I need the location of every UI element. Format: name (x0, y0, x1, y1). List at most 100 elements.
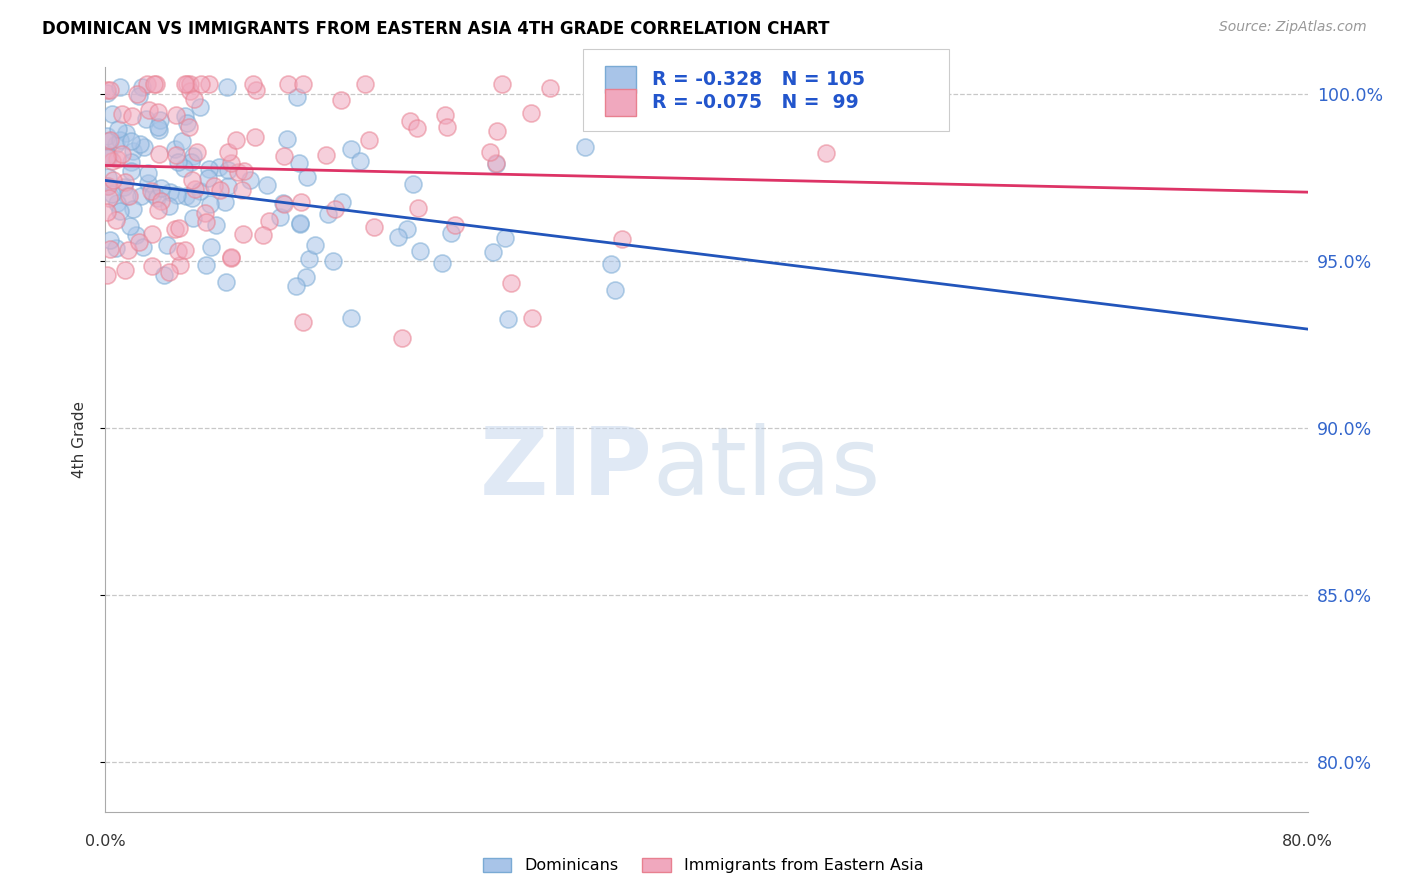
Point (610, 232, 633, 246)
Point (399, 114, 422, 128)
Point (285, 90, 308, 104)
Point (125, 87, 148, 101)
Point (142, 187, 165, 202)
Point (159, 185, 181, 199)
Point (186, 145, 208, 160)
Point (436, 120, 458, 135)
Point (520, 105, 543, 120)
Point (98, 191, 121, 205)
Point (494, 231, 516, 245)
Point (208, 161, 231, 175)
Point (231, 183, 253, 197)
Point (391, 331, 413, 345)
Point (194, 215, 217, 229)
Point (242, 77, 264, 91)
Point (128, 235, 150, 249)
Point (136, 176, 159, 190)
Text: 0.0%: 0.0% (86, 834, 125, 849)
Point (323, 202, 346, 216)
Point (259, 214, 281, 228)
Point (101, 173, 124, 187)
Point (273, 197, 295, 211)
Point (273, 148, 295, 162)
Point (443, 219, 465, 233)
Point (174, 189, 197, 203)
Point (239, 173, 262, 187)
Point (149, 112, 172, 127)
Point (118, 189, 141, 203)
Point (357, 133, 380, 147)
Point (107, 122, 129, 136)
Point (105, 241, 128, 255)
Point (491, 77, 513, 91)
Point (146, 203, 169, 218)
Point (496, 312, 519, 326)
Point (600, 257, 623, 271)
Point (485, 157, 508, 171)
Point (121, 109, 143, 123)
Point (432, 255, 454, 269)
Point (96, 151, 118, 165)
Point (149, 194, 172, 208)
Point (288, 216, 311, 230)
Y-axis label: 4th Grade: 4th Grade (72, 401, 87, 478)
Point (217, 145, 239, 160)
Point (135, 77, 157, 91)
Point (221, 251, 243, 265)
Point (163, 222, 186, 236)
Point (290, 217, 312, 231)
Point (233, 163, 256, 178)
Point (135, 112, 157, 126)
Point (179, 120, 201, 135)
Text: R = -0.328   N = 105: R = -0.328 N = 105 (652, 70, 865, 89)
Point (285, 279, 308, 293)
Point (252, 227, 274, 242)
Text: atlas: atlas (652, 423, 880, 515)
Point (104, 137, 127, 152)
Point (538, 81, 561, 95)
Point (322, 254, 344, 268)
Point (167, 244, 190, 259)
Point (330, 93, 353, 107)
Point (174, 244, 197, 258)
Point (146, 105, 169, 120)
Point (101, 186, 124, 201)
Point (165, 142, 187, 156)
Point (214, 195, 236, 210)
Point (122, 202, 145, 217)
Point (215, 79, 238, 94)
Point (138, 103, 160, 117)
Point (112, 180, 135, 194)
Point (98, 150, 121, 164)
Text: R = -0.075   N =  99: R = -0.075 N = 99 (652, 93, 859, 112)
Point (97, 178, 120, 193)
Point (150, 181, 173, 195)
Point (406, 121, 429, 136)
Point (340, 310, 363, 325)
Point (96, 128, 118, 143)
Point (139, 184, 162, 198)
Point (179, 77, 201, 91)
Point (145, 191, 167, 205)
Point (97, 147, 120, 161)
Point (128, 89, 150, 103)
Point (131, 79, 153, 94)
Point (194, 258, 217, 272)
Point (814, 146, 837, 161)
Point (174, 109, 197, 123)
Point (97, 170, 120, 185)
Point (318, 206, 340, 220)
Point (276, 132, 298, 146)
Point (96, 86, 118, 100)
Point (101, 154, 124, 169)
Point (142, 77, 165, 91)
Point (124, 228, 146, 243)
Point (304, 237, 326, 252)
Point (406, 201, 429, 215)
Point (181, 149, 204, 163)
Point (180, 154, 202, 169)
Point (141, 227, 163, 241)
Point (96, 204, 118, 219)
Point (277, 77, 299, 91)
Point (225, 133, 247, 147)
